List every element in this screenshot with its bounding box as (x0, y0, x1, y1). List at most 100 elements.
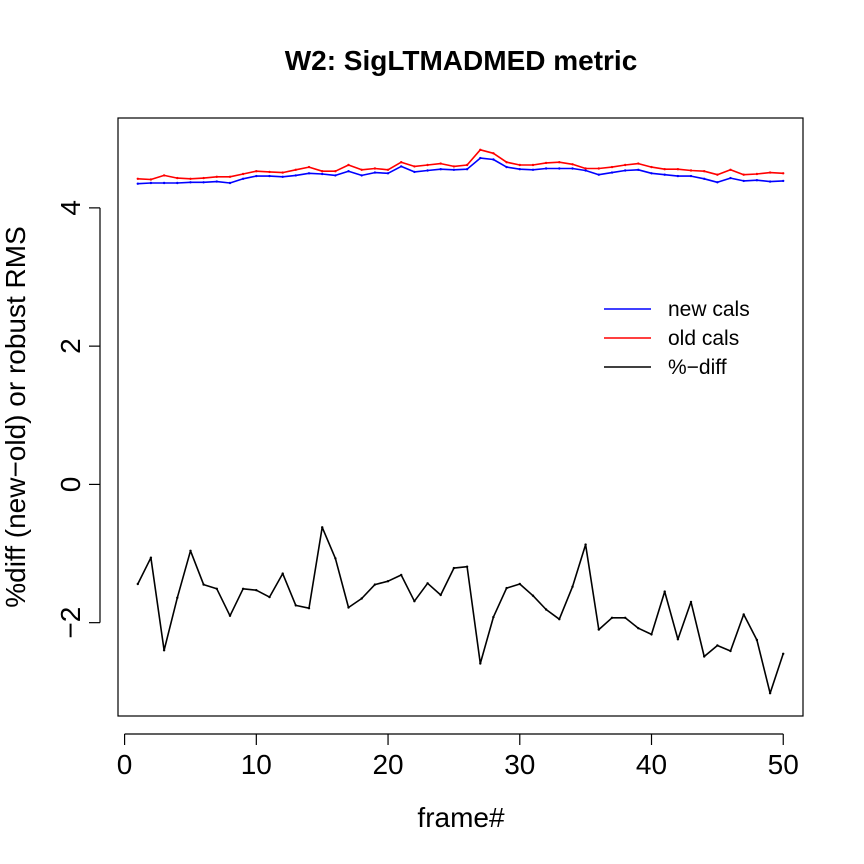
data-point (215, 175, 218, 178)
data-point (637, 627, 640, 630)
data-point (189, 549, 192, 552)
data-point (386, 168, 390, 171)
data-point (531, 594, 535, 597)
data-point (637, 168, 640, 171)
data-point (294, 174, 297, 177)
data-point (281, 572, 284, 575)
data-point (189, 177, 192, 180)
data-point (624, 169, 627, 172)
data-point (663, 168, 666, 171)
series-layer (136, 148, 785, 695)
data-point (255, 174, 258, 178)
data-point (663, 590, 666, 593)
data-point (782, 172, 785, 175)
data-point (782, 652, 785, 655)
data-point (241, 172, 245, 176)
y-axis-label: %diff (new−old) or robust RMS (0, 226, 31, 608)
data-point (610, 165, 614, 169)
data-point (439, 168, 442, 171)
data-point (162, 181, 166, 185)
data-point (202, 181, 205, 184)
data-point (386, 580, 390, 583)
data-point (281, 171, 284, 174)
data-point (571, 163, 574, 166)
data-point (307, 172, 311, 175)
data-point (334, 557, 337, 560)
data-point (571, 585, 574, 588)
y-tick-label: −2 (55, 607, 86, 639)
data-point (505, 161, 508, 164)
data-point (716, 644, 719, 647)
x-tick-label: 50 (768, 749, 799, 780)
data-point (505, 165, 508, 169)
data-point (505, 586, 508, 590)
data-point (558, 161, 561, 164)
data-point (716, 173, 719, 176)
data-point (650, 633, 653, 636)
data-point (544, 161, 548, 165)
data-point (321, 170, 324, 173)
data-point (255, 170, 258, 173)
data-point (492, 158, 495, 161)
x-axis: 0 10 20 30 40 50 (117, 733, 799, 780)
data-point (558, 618, 561, 621)
data-point (479, 156, 482, 160)
data-point (176, 181, 179, 185)
data-point (452, 168, 456, 171)
legend-label: old cals (668, 327, 739, 350)
data-point (716, 181, 719, 184)
data-point (334, 170, 337, 173)
data-point (241, 177, 245, 180)
data-point (373, 167, 377, 170)
data-point (413, 170, 416, 174)
data-point (386, 172, 390, 175)
series-line-0 (137, 157, 784, 185)
data-point (228, 175, 232, 178)
chart-title: W2: SigLTMADMED metric (285, 45, 638, 76)
data-point (610, 616, 614, 619)
data-point (228, 614, 232, 617)
data-point (294, 604, 297, 607)
data-point (426, 163, 429, 167)
data-point (176, 176, 179, 180)
y-axis: −2 0 2 4 (55, 200, 101, 639)
data-point (518, 163, 521, 167)
data-point (360, 168, 363, 171)
data-point (347, 606, 350, 609)
data-point (162, 649, 166, 652)
data-point (544, 167, 548, 170)
data-point (782, 179, 785, 183)
data-point (215, 587, 218, 590)
data-point (689, 174, 693, 178)
data-point (307, 607, 311, 610)
x-tick-label: 20 (372, 749, 403, 780)
data-point (241, 587, 245, 590)
data-point (584, 169, 587, 172)
data-point (202, 583, 205, 586)
x-tick-label: 10 (241, 749, 272, 780)
data-point (637, 162, 640, 165)
data-point (544, 608, 548, 611)
data-point (742, 173, 745, 176)
data-point (439, 593, 442, 597)
data-point (162, 174, 166, 177)
data-point (347, 170, 350, 173)
data-point (492, 152, 495, 155)
data-point (400, 161, 403, 164)
data-point (215, 180, 218, 183)
data-point (597, 173, 600, 176)
data-point (742, 179, 745, 183)
data-point (321, 526, 324, 529)
legend-label: new cals (668, 298, 750, 321)
data-point (465, 163, 469, 167)
data-point (176, 596, 179, 599)
data-point (703, 177, 706, 180)
data-point (136, 582, 139, 586)
data-point (426, 582, 429, 585)
data-point (307, 165, 311, 169)
legend: new cals old cals %−diff (604, 298, 750, 379)
data-point (479, 662, 482, 665)
data-point (571, 167, 574, 170)
data-point (413, 600, 416, 603)
data-point (689, 169, 693, 172)
